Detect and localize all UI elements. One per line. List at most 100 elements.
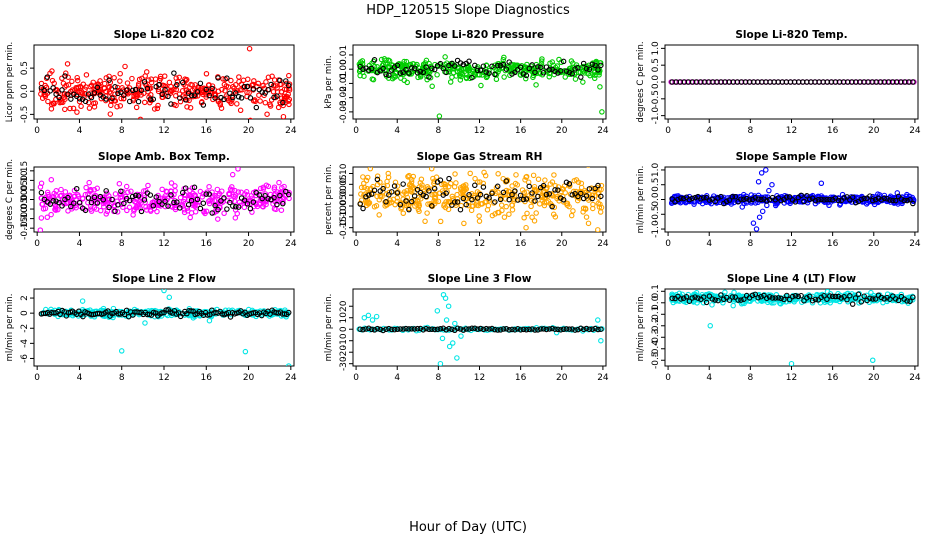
reference-point bbox=[446, 325, 452, 332]
point bbox=[151, 106, 158, 112]
reference-point bbox=[689, 295, 696, 301]
point bbox=[572, 76, 579, 82]
outlier-point bbox=[439, 335, 446, 342]
point bbox=[222, 88, 228, 94]
reference-point bbox=[406, 326, 412, 332]
reference-point bbox=[680, 195, 687, 202]
outlier-point bbox=[37, 227, 44, 232]
reference-point bbox=[474, 326, 481, 332]
reference-point bbox=[486, 70, 492, 76]
point bbox=[385, 75, 392, 81]
point bbox=[497, 193, 504, 200]
reference-point bbox=[227, 314, 234, 320]
point bbox=[160, 94, 166, 101]
point bbox=[194, 202, 201, 208]
data-points bbox=[38, 45, 293, 119]
point bbox=[406, 172, 412, 179]
reference-point bbox=[526, 65, 532, 72]
point bbox=[38, 180, 45, 187]
reference-point bbox=[726, 297, 733, 303]
y-axis-label: ml/min per min. bbox=[5, 294, 15, 362]
reference-point bbox=[206, 92, 212, 99]
y-tick-label: 0 bbox=[339, 326, 349, 332]
reference-point bbox=[589, 61, 596, 68]
outlier-point bbox=[763, 167, 769, 173]
point bbox=[506, 189, 513, 195]
reference-point bbox=[277, 192, 283, 199]
data-points bbox=[37, 167, 292, 232]
reference-point bbox=[150, 203, 157, 209]
point bbox=[82, 191, 89, 198]
reference-point bbox=[489, 190, 495, 197]
point bbox=[206, 183, 212, 190]
reference-point bbox=[769, 295, 776, 301]
reference-point bbox=[503, 178, 510, 184]
reference-point bbox=[394, 62, 401, 69]
reference-point bbox=[489, 63, 495, 69]
point bbox=[263, 182, 270, 189]
point bbox=[61, 91, 68, 97]
reference-point bbox=[397, 202, 404, 208]
point bbox=[87, 188, 93, 195]
reference-point bbox=[520, 326, 527, 333]
point bbox=[445, 206, 452, 213]
point bbox=[198, 89, 204, 96]
y-tick-label: -20 bbox=[339, 345, 349, 360]
point bbox=[367, 167, 374, 172]
outlier-point bbox=[429, 83, 435, 90]
point bbox=[570, 208, 576, 214]
y-tick-label: 0.00 bbox=[20, 189, 30, 209]
point bbox=[228, 100, 234, 107]
reference-point bbox=[844, 296, 850, 303]
reference-point bbox=[549, 325, 555, 332]
x-tick-label: 8 bbox=[119, 126, 125, 136]
reference-point bbox=[247, 205, 254, 212]
x-tick-label: 24 bbox=[597, 239, 609, 249]
reference-point bbox=[595, 182, 601, 189]
outlier-point bbox=[280, 113, 287, 119]
point bbox=[416, 203, 422, 209]
y-tick-label: 0.5 bbox=[651, 178, 661, 192]
point bbox=[73, 84, 79, 91]
reference-point bbox=[858, 299, 865, 305]
point bbox=[228, 77, 234, 84]
reference-point bbox=[221, 195, 227, 201]
outlier-point bbox=[142, 320, 148, 326]
point bbox=[114, 209, 121, 215]
point bbox=[501, 214, 508, 220]
point bbox=[117, 78, 123, 84]
reference-point bbox=[683, 294, 690, 300]
reference-point bbox=[555, 326, 561, 333]
point bbox=[244, 192, 251, 198]
data-points bbox=[668, 79, 917, 85]
reference-point bbox=[118, 89, 124, 95]
point bbox=[203, 208, 210, 215]
point bbox=[88, 82, 95, 89]
reference-point bbox=[429, 326, 435, 332]
reference-point bbox=[598, 326, 604, 332]
point bbox=[86, 105, 93, 111]
y-tick-label: -0.5 bbox=[651, 351, 661, 369]
y-tick-label: -0.5 bbox=[651, 90, 661, 108]
reference-point bbox=[406, 206, 412, 213]
point bbox=[70, 105, 77, 112]
y-tick-label: -2 bbox=[20, 324, 30, 333]
point bbox=[589, 192, 596, 198]
reference-point bbox=[738, 196, 744, 202]
point bbox=[155, 102, 161, 109]
reference-point bbox=[569, 326, 575, 332]
point bbox=[769, 300, 775, 306]
reference-point bbox=[878, 197, 885, 203]
point bbox=[65, 208, 71, 214]
point bbox=[215, 201, 221, 207]
point bbox=[483, 62, 490, 68]
point bbox=[247, 117, 253, 119]
point bbox=[123, 183, 130, 190]
reference-point bbox=[869, 296, 876, 302]
x-tick-label: 16 bbox=[201, 126, 213, 136]
reference-point bbox=[103, 96, 109, 102]
point bbox=[62, 106, 68, 113]
point bbox=[83, 184, 89, 191]
point bbox=[199, 194, 206, 200]
